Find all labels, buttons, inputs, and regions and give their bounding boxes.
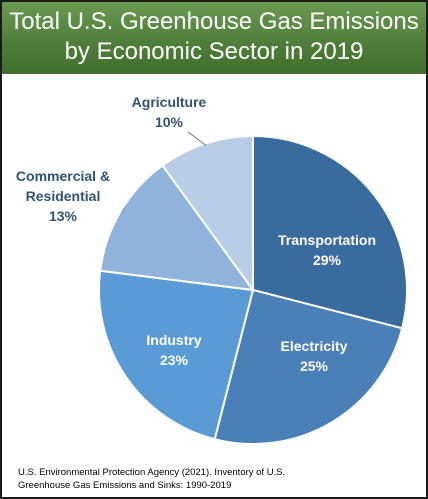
- slice-label-agriculture-name: Agriculture: [131, 94, 207, 110]
- pie-slice-electricity: [213, 289, 404, 445]
- leader-line-commercial-residential: [121, 207, 125, 213]
- pie-slice-industry: [98, 269, 254, 441]
- slice-label-commercial-residential: Commercial & Residential 13%: [4, 166, 122, 226]
- title-banner: Total U.S. Greenhouse Gas Emissions by E…: [2, 2, 426, 74]
- slice-label-electricity: Electricity 25%: [254, 336, 374, 376]
- source-citation-line-2: Greenhouse Gas Emissions and Sinks: 1990…: [18, 480, 232, 491]
- slice-label-commercial-residential-name-1: Commercial &: [15, 168, 111, 184]
- slice-label-electricity-name: Electricity: [280, 338, 348, 354]
- slice-label-transportation: Transportation 29%: [252, 230, 402, 270]
- pie-slice-commercial-residential: [99, 164, 254, 291]
- source-citation-line-1: U.S. Environmental Protection Agency (20…: [18, 467, 286, 478]
- slice-label-transportation-name: Transportation: [277, 232, 376, 248]
- slice-label-industry-value: 23%: [159, 352, 189, 368]
- source-citation: U.S. Environmental Protection Agency (20…: [18, 466, 418, 492]
- slice-label-commercial-residential-name-2: Residential: [25, 188, 101, 204]
- chart-title-line-2: by Economic Sector in 2019: [64, 38, 364, 65]
- pie-slice-transportation: [252, 135, 408, 330]
- slice-label-electricity-value: 25%: [299, 358, 329, 374]
- pie-chart: [98, 131, 408, 445]
- slice-label-agriculture-value: 10%: [154, 114, 184, 130]
- slice-label-commercial-residential-value: 13%: [48, 208, 78, 224]
- slice-label-agriculture: Agriculture 10%: [114, 92, 224, 132]
- leader-line-agriculture: [187, 131, 207, 146]
- slice-label-transportation-value: 29%: [312, 252, 342, 268]
- pie-slice-agriculture: [161, 135, 254, 291]
- slice-label-industry-name: Industry: [146, 332, 202, 348]
- chart-title-line-1: Total U.S. Greenhouse Gas Emissions: [9, 8, 419, 35]
- pie-chart-area: Transportation 29% Electricity 25% Indus…: [2, 74, 426, 452]
- slice-label-industry: Industry 23%: [124, 330, 224, 370]
